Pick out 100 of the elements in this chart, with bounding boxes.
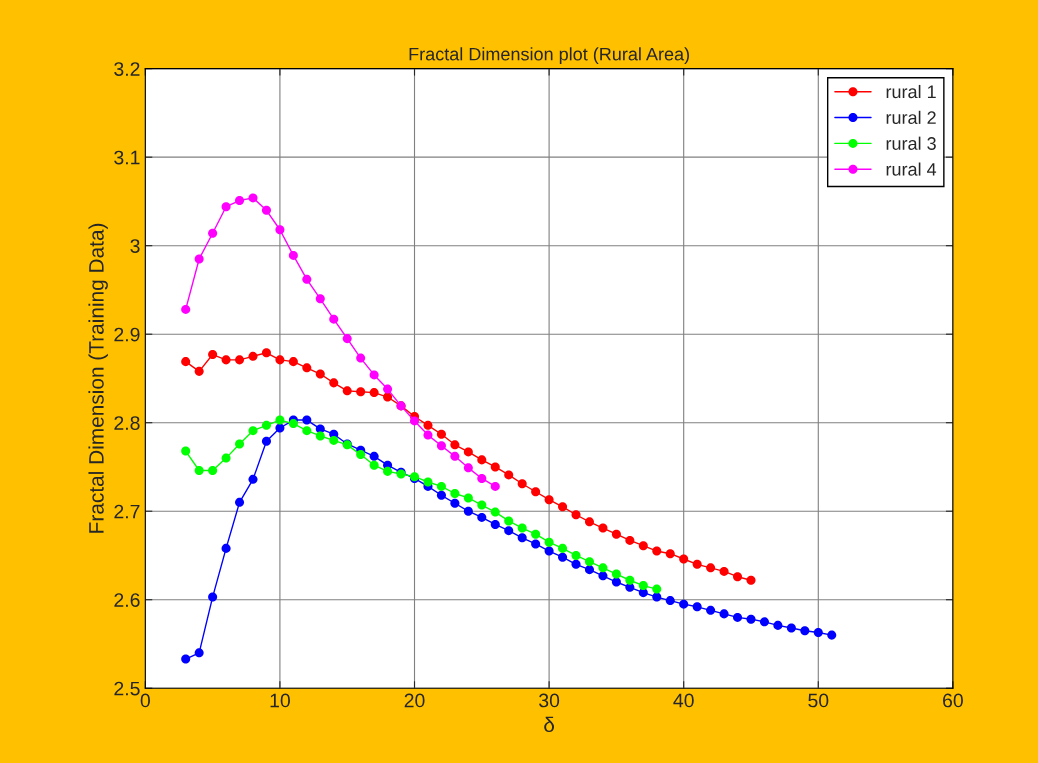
point: [611, 569, 621, 579]
point: [477, 500, 487, 510]
point: [181, 357, 191, 367]
point: [544, 546, 554, 556]
point: [356, 353, 366, 363]
point: [611, 577, 621, 587]
point: [208, 228, 218, 238]
point: [208, 465, 218, 476]
point: [517, 523, 527, 533]
point: [571, 550, 581, 560]
point: [221, 543, 231, 553]
point: [746, 575, 756, 585]
point: [517, 479, 527, 489]
point: [342, 386, 352, 396]
point: [302, 363, 312, 373]
point: [383, 466, 393, 476]
point: [315, 294, 325, 304]
point: [315, 369, 325, 379]
point: [423, 420, 433, 430]
point: [638, 541, 648, 551]
legend-label: rural 2: [886, 110, 936, 125]
point: [248, 193, 258, 203]
point: [733, 572, 743, 582]
point: [517, 533, 527, 543]
point: [638, 581, 648, 591]
point: [436, 481, 446, 491]
point: [800, 626, 810, 636]
point: [504, 526, 514, 536]
point: [383, 392, 393, 402]
point: [625, 575, 635, 585]
point: [531, 529, 541, 539]
point: [544, 495, 554, 505]
point: [598, 523, 608, 533]
point: [450, 440, 460, 450]
point: [261, 205, 271, 215]
point: [584, 517, 594, 527]
point: [221, 355, 231, 365]
y-tick-label: 2.7: [114, 504, 140, 519]
point: [329, 314, 339, 324]
point: [719, 566, 729, 576]
chart-title: Fractal Dimension plot (Rural Area): [409, 47, 689, 65]
point: [329, 378, 339, 388]
point: [652, 584, 662, 594]
point: [221, 453, 231, 463]
point: [504, 470, 514, 480]
point: [235, 196, 245, 206]
y-tick-label: 2.9: [114, 327, 140, 342]
y-tick-label: 3: [130, 239, 140, 253]
point: [208, 350, 218, 360]
point: [571, 510, 581, 520]
point: [356, 450, 366, 460]
point: [490, 462, 500, 472]
point: [759, 617, 769, 627]
point: [571, 559, 581, 569]
point: [584, 557, 594, 567]
point: [194, 366, 204, 376]
x-tick-label: 30: [539, 693, 560, 708]
point: [733, 612, 743, 622]
point: [288, 419, 298, 429]
point: [490, 481, 500, 491]
point: [490, 507, 500, 517]
point: [235, 439, 245, 449]
point: [450, 498, 460, 508]
point: [652, 546, 662, 556]
point: [369, 370, 379, 380]
point: [221, 202, 231, 212]
point: [436, 441, 446, 451]
point: [235, 355, 245, 365]
x-tick-label: 20: [404, 693, 425, 708]
point: [463, 463, 473, 473]
point: [369, 451, 379, 461]
point: [719, 609, 729, 619]
point: [288, 250, 298, 260]
point: [544, 537, 554, 547]
y-tick-label: 2.5: [114, 681, 140, 696]
point: [302, 415, 312, 425]
x-tick-label: 10: [270, 693, 290, 708]
point: [436, 490, 446, 500]
y-tick-label: 3.2: [114, 62, 140, 76]
point: [194, 254, 204, 264]
point: [706, 605, 716, 615]
point: [652, 592, 662, 602]
point: [598, 571, 608, 581]
point: [504, 516, 514, 526]
point: [315, 431, 325, 441]
x-axis-title: δ: [544, 716, 555, 733]
y-tick-label: 3.1: [114, 150, 140, 165]
point: [181, 446, 191, 456]
point: [235, 497, 245, 507]
point: [261, 436, 271, 446]
point: [625, 535, 635, 545]
point: [558, 543, 568, 553]
point: [463, 447, 473, 457]
point: [477, 473, 487, 483]
point: [665, 596, 675, 606]
point: [531, 539, 541, 549]
point: [194, 465, 204, 476]
point: [288, 357, 298, 367]
point: [329, 435, 339, 445]
point: [786, 623, 796, 633]
